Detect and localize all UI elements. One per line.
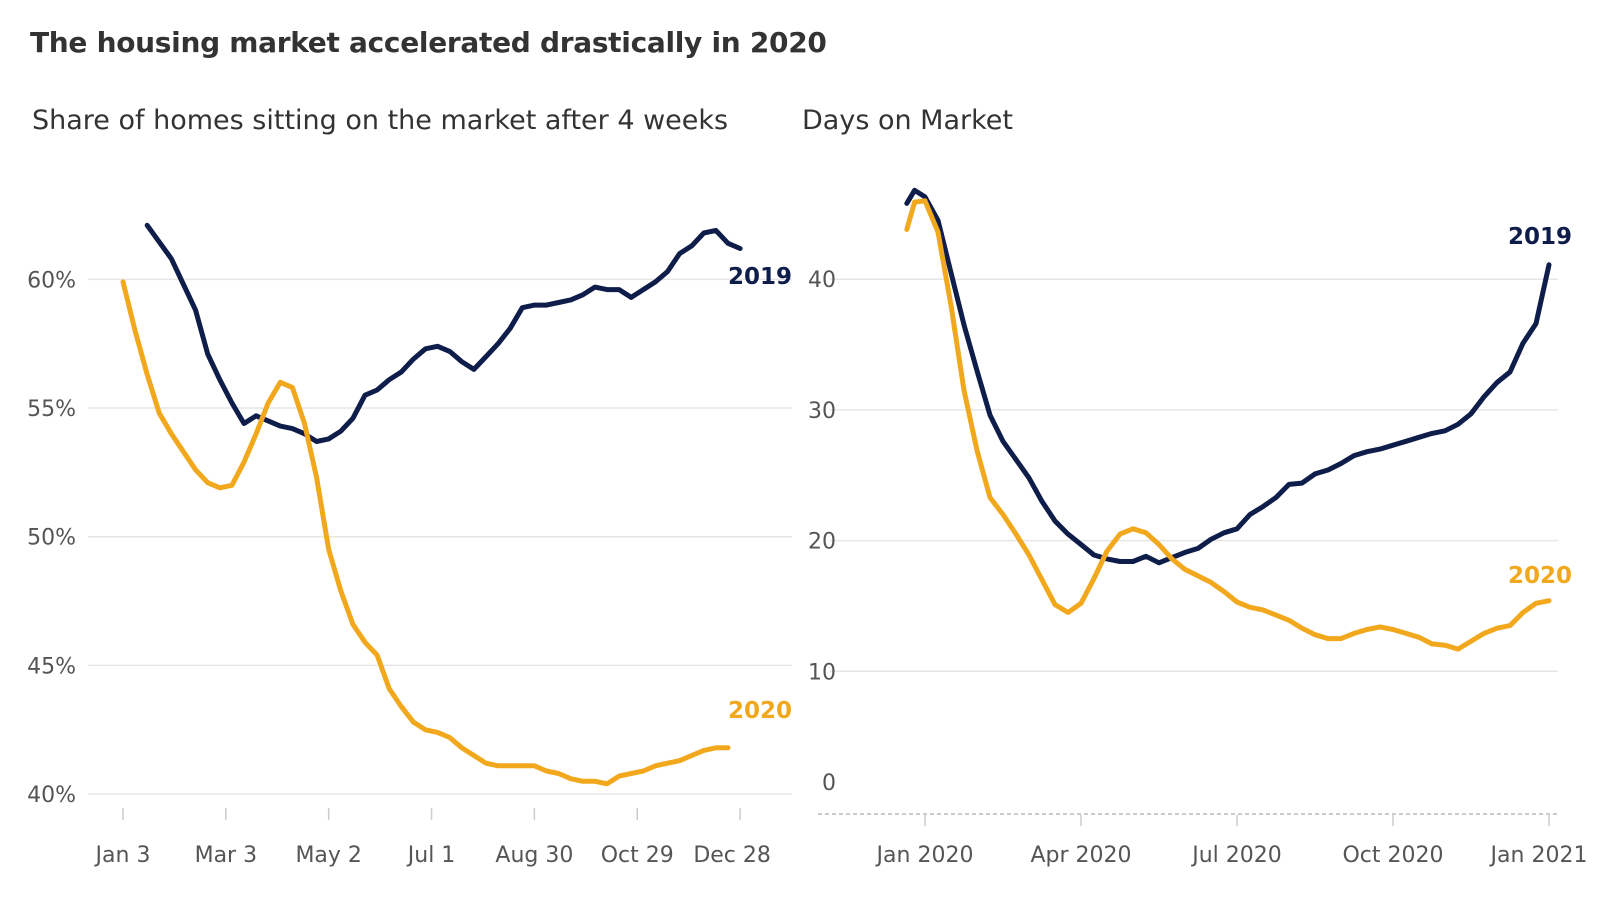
left-series-label-2019: 2019 — [728, 264, 792, 290]
right-y-tick-label: 20 — [808, 530, 836, 555]
left-y-tick-label: 55% — [27, 397, 76, 422]
right-series-line-2019 — [904, 187, 1552, 566]
right-series-label-2020: 2020 — [1508, 563, 1572, 589]
left-series-line-2019 — [144, 222, 743, 444]
left-chart-title: Share of homes sitting on the market aft… — [32, 105, 729, 136]
right-chart-title: Days on Market — [802, 105, 1013, 136]
left-x-tick-label: Dec 28 — [693, 843, 771, 868]
right-y-tick-label: 30 — [808, 399, 836, 424]
left-x-tick-label: Mar 3 — [195, 843, 258, 868]
right-x-tick-label: Apr 2020 — [1030, 843, 1131, 868]
right-series-label-2019: 2019 — [1508, 224, 1572, 250]
right-x-tick-label: Oct 2020 — [1342, 843, 1443, 868]
right-x-tick-label: Jan 2020 — [875, 843, 974, 868]
right-x-tick-label: Jan 2021 — [1489, 843, 1588, 868]
right-series-line-2020 — [904, 198, 1552, 652]
right-y-tick-label: 10 — [808, 660, 836, 685]
left-x-tick-label: Jan 3 — [94, 843, 151, 868]
page-title: The housing market accelerated drastical… — [30, 26, 827, 59]
left-series-label-2020: 2020 — [728, 698, 792, 724]
left-y-tick-label: 40% — [27, 783, 76, 808]
left-x-tick-label: May 2 — [295, 843, 361, 868]
left-y-tick-label: 60% — [27, 268, 76, 293]
right-chart: 0 10 20 30 40 Jan 2020 Apr 2020 Jul 2020 Oct 202… — [808, 187, 1588, 868]
left-chart: 40% 45% 50% 55% 60% Jan 3 Mar 3 May 2 Jul 1 Aug 3… — [27, 222, 792, 868]
right-y-tick-label: 0 — [822, 771, 836, 796]
left-x-tick-label: Aug 30 — [495, 843, 573, 868]
right-y-tick-label: 40 — [808, 268, 836, 293]
left-series-line-2020 — [120, 279, 731, 787]
left-y-tick-label: 45% — [27, 654, 76, 679]
left-x-tick-label: Jul 1 — [406, 843, 456, 868]
left-x-tick-label: Oct 29 — [601, 843, 674, 868]
left-y-tick-label: 50% — [27, 526, 76, 551]
right-x-tick-label: Jul 2020 — [1190, 843, 1282, 868]
